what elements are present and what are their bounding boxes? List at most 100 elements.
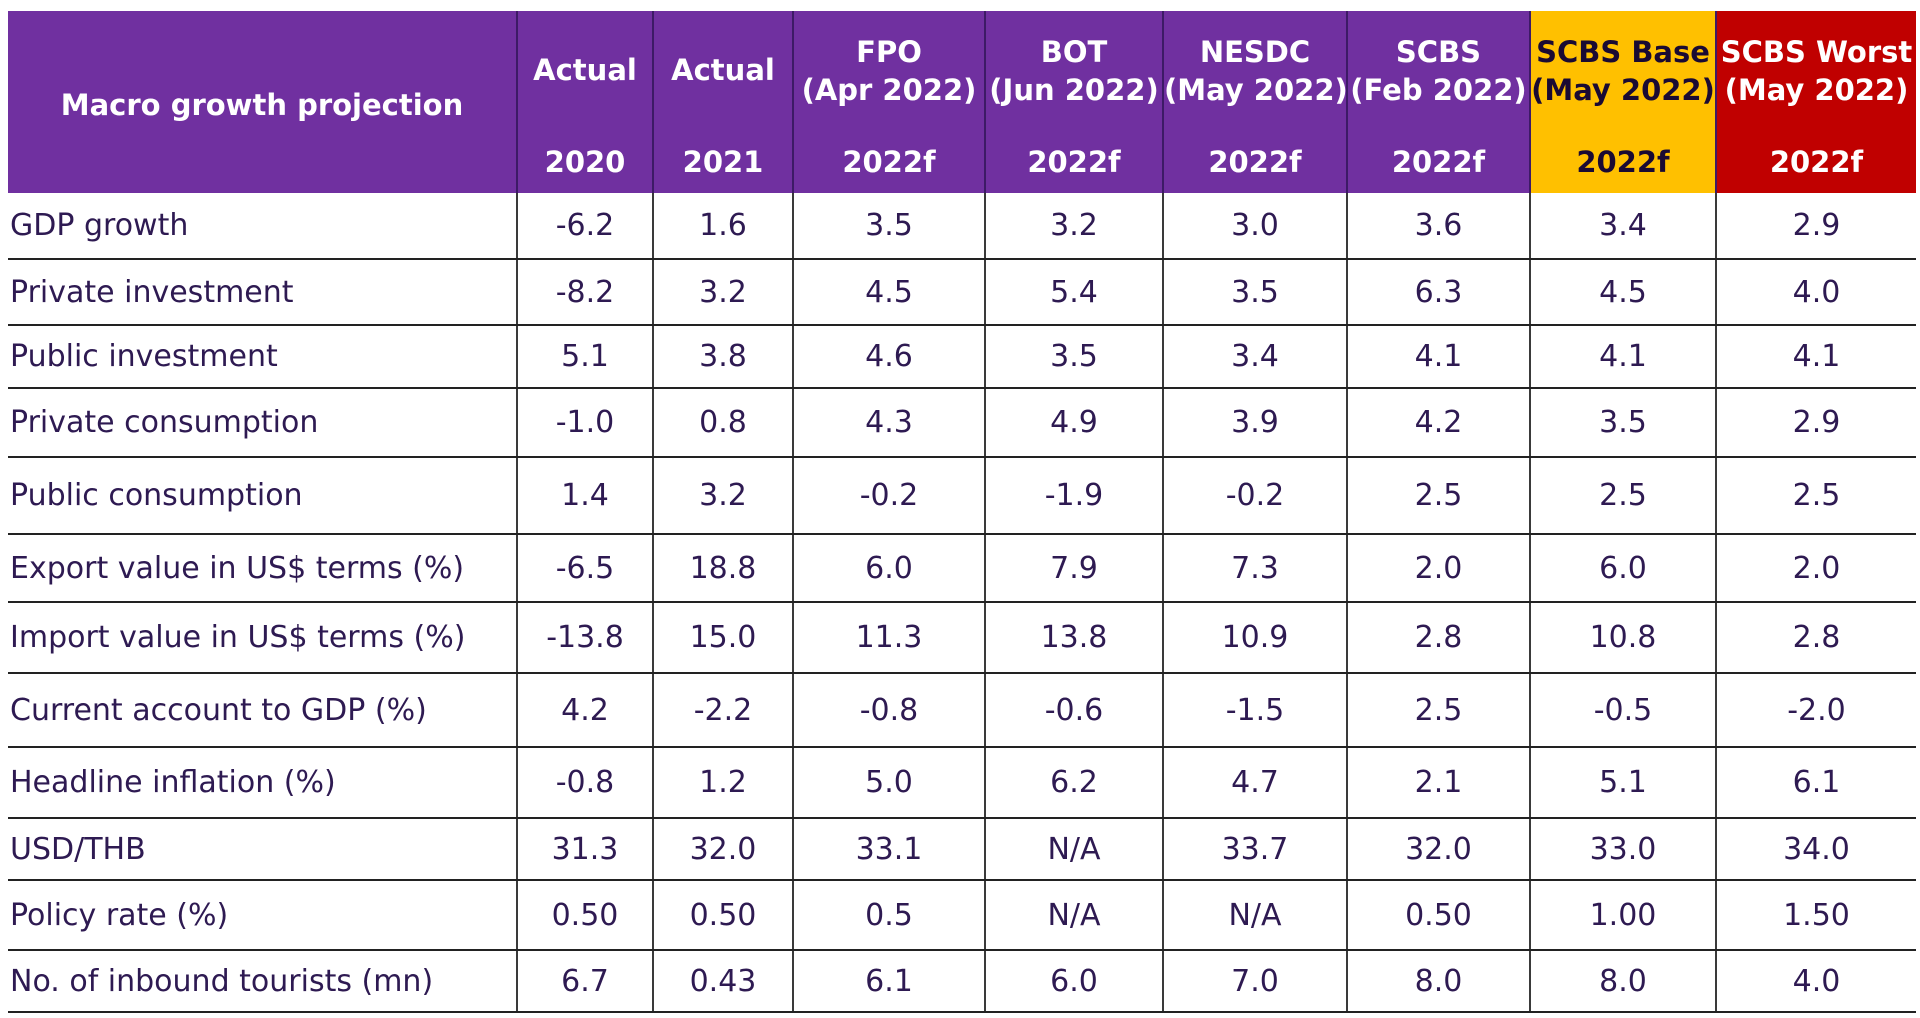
value-cell: 3.6 — [1347, 193, 1531, 260]
value-cell: 0.50 — [1347, 880, 1531, 951]
value-cell: 8.0 — [1530, 950, 1717, 1013]
value-cell: 3.5 — [985, 325, 1164, 389]
value-cell: 32.0 — [1347, 818, 1531, 881]
value-cell: -0.8 — [517, 747, 654, 819]
value-cell: -6.2 — [517, 193, 654, 260]
row-label: Import value in US$ terms (%) — [8, 602, 518, 674]
value-cell: 11.3 — [793, 602, 986, 674]
header-year: 2022f — [842, 145, 936, 179]
row-label: Current account to GDP (%) — [8, 673, 518, 748]
value-cell: 8.0 — [1347, 950, 1531, 1013]
header-year: 2022f — [1027, 145, 1121, 179]
value-cell: -0.2 — [1163, 457, 1348, 535]
table-row: Public investment 5.1 3.8 4.6 3.5 3.4 4.1 4.1 4.… — [8, 325, 1916, 389]
table-row: GDP growth -6.2 1.6 3.5 3.2 3.0 3.6 3.4 2.9 — [8, 193, 1916, 260]
header-source: FPO — [856, 35, 922, 69]
value-cell: 6.0 — [985, 950, 1164, 1013]
table-row: Public consumption 1.4 3.2 -0.2 -1.9 -0.2 2.5 2… — [8, 457, 1916, 535]
value-cell: 3.0 — [1163, 193, 1348, 260]
value-cell: 2.9 — [1716, 388, 1916, 458]
table-row: Headline inflation (%) -0.8 1.2 5.0 6.2 4.7 2.… — [8, 747, 1916, 819]
row-label: GDP growth — [8, 193, 518, 260]
value-cell: 10.8 — [1530, 602, 1717, 674]
value-cell: 4.6 — [793, 325, 986, 389]
header-col-actual-2020: Actual 2020 — [517, 11, 654, 193]
value-cell: 6.3 — [1347, 259, 1531, 326]
value-cell: 2.1 — [1347, 747, 1531, 819]
table-row: Policy rate (%) 0.50 0.50 0.5 N/A N/A 0.50 1.00… — [8, 880, 1916, 951]
header-date: (May 2022) — [1164, 73, 1348, 107]
header-date: (Jun 2022) — [989, 73, 1159, 107]
value-cell: 4.5 — [793, 259, 986, 326]
header-source-block: BOT (Jun 2022) — [986, 33, 1162, 109]
value-cell: 4.7 — [1163, 747, 1348, 819]
header-source: SCBS Worst — [1720, 35, 1913, 69]
value-cell: 0.43 — [653, 950, 794, 1013]
value-cell: N/A — [985, 818, 1164, 881]
value-cell: -0.2 — [793, 457, 986, 535]
table-row: Private consumption -1.0 0.8 4.3 4.9 3.9 4.2 3.… — [8, 388, 1916, 458]
value-cell: 6.0 — [793, 534, 986, 603]
value-cell: 3.5 — [1163, 259, 1348, 326]
value-cell: -8.2 — [517, 259, 654, 326]
value-cell: 34.0 — [1716, 818, 1916, 881]
value-cell: 3.8 — [653, 325, 794, 389]
table-body: GDP growth -6.2 1.6 3.5 3.2 3.0 3.6 3.4 2.9 Priva… — [8, 193, 1916, 1013]
header-source-block: SCBS Base (May 2022) — [1531, 33, 1715, 109]
row-label: Public investment — [8, 325, 518, 389]
header-col-nesdc: NESDC (May 2022) 2022f — [1163, 11, 1348, 193]
header-col-scbs-feb: SCBS (Feb 2022) 2022f — [1347, 11, 1531, 193]
value-cell: 5.4 — [985, 259, 1164, 326]
table-row: No. of inbound tourists (mn) 6.7 0.43 6.1 6.… — [8, 950, 1916, 1013]
value-cell: 33.7 — [1163, 818, 1348, 881]
value-cell: 7.9 — [985, 534, 1164, 603]
value-cell: 0.5 — [793, 880, 986, 951]
value-cell: N/A — [1163, 880, 1348, 951]
value-cell: -0.8 — [793, 673, 986, 748]
value-cell: -0.5 — [1530, 673, 1717, 748]
header-year: 2022f — [1769, 145, 1864, 179]
value-cell: 3.2 — [985, 193, 1164, 260]
row-label: Private consumption — [8, 388, 518, 458]
value-cell: 7.3 — [1163, 534, 1348, 603]
value-cell: -1.5 — [1163, 673, 1348, 748]
value-cell: 13.8 — [985, 602, 1164, 674]
value-cell: 5.1 — [517, 325, 654, 389]
value-cell: 2.0 — [1347, 534, 1531, 603]
value-cell: 1.2 — [653, 747, 794, 819]
value-cell: -2.0 — [1716, 673, 1916, 748]
table-row: USD/THB 31.3 32.0 33.1 N/A 33.7 32.0 33.0 34.0 — [8, 818, 1916, 881]
header-date: (Apr 2022) — [801, 73, 977, 107]
value-cell: -1.0 — [517, 388, 654, 458]
value-cell: 4.5 — [1530, 259, 1717, 326]
table-row: Private investment -8.2 3.2 4.5 5.4 3.5 6.3 4.5… — [8, 259, 1916, 326]
projection-table-container: Macro growth projection Actual 2020 Actu… — [8, 11, 1916, 1013]
value-cell: 4.2 — [1347, 388, 1531, 458]
value-cell: 2.0 — [1716, 534, 1916, 603]
value-cell: 32.0 — [653, 818, 794, 881]
value-cell: 1.00 — [1530, 880, 1717, 951]
table-row: Current account to GDP (%) 4.2 -2.2 -0.8 -0.… — [8, 673, 1916, 748]
row-label: Policy rate (%) — [8, 880, 518, 951]
header-date: (May 2022) — [1531, 73, 1715, 107]
value-cell: 10.9 — [1163, 602, 1348, 674]
value-cell: 33.0 — [1530, 818, 1717, 881]
value-cell: 15.0 — [653, 602, 794, 674]
value-cell: 4.0 — [1716, 950, 1916, 1013]
value-cell: 3.2 — [653, 457, 794, 535]
value-cell: -1.9 — [985, 457, 1164, 535]
header-year: 2022f — [1391, 145, 1486, 179]
header-source-block: SCBS Worst (May 2022) — [1717, 33, 1916, 109]
value-cell: 3.5 — [1530, 388, 1717, 458]
table-row: Export value in US$ terms (%) -6.5 18.8 6.0… — [8, 534, 1916, 603]
value-cell: 2.5 — [1347, 457, 1531, 535]
value-cell: -6.5 — [517, 534, 654, 603]
header-date: (Feb 2022) — [1350, 73, 1527, 107]
row-label: Export value in US$ terms (%) — [8, 534, 518, 603]
header-col-bot: BOT (Jun 2022) 2022f — [985, 11, 1164, 193]
row-label: USD/THB — [8, 818, 518, 881]
value-cell: -13.8 — [517, 602, 654, 674]
value-cell: 2.5 — [1530, 457, 1717, 535]
value-cell: 5.1 — [1530, 747, 1717, 819]
row-label: Public consumption — [8, 457, 518, 535]
